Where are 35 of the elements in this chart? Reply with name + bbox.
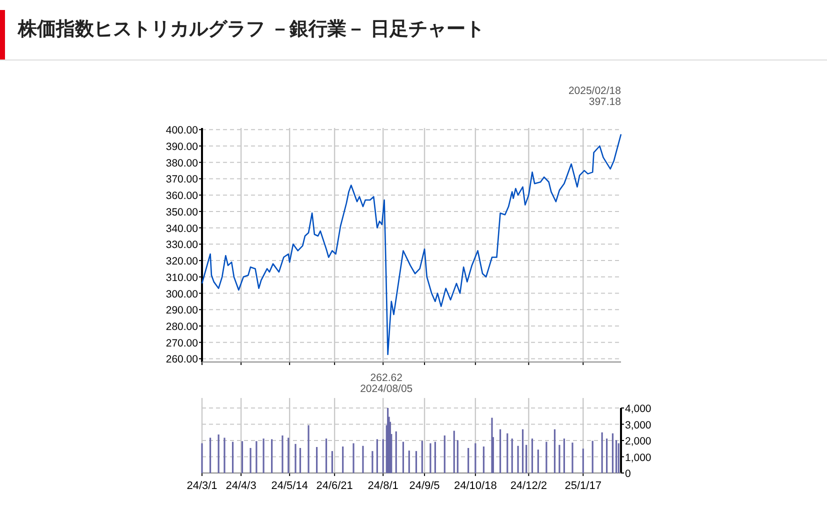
y-tick-label: 300.00 [166,288,198,300]
chart-title: 株価指数ヒストリカルグラフ －銀行業－ 日足チャート [17,18,485,40]
y-tick-label: 380.00 [166,157,198,170]
x-tick-label: 24/12/2 [510,480,548,492]
y-tick-label: 0 [625,468,631,480]
x-tick-label: 24/3/1 [186,480,218,492]
y-tick-label: 3,000 [625,419,652,432]
x-tick-label: 24/10/18 [454,480,497,492]
y-tick-label: 320.00 [166,256,198,268]
y-tick-label: 330.00 [166,239,198,252]
y-tick-label: 290.00 [166,304,198,317]
y-tick-label: 350.00 [166,206,198,218]
text: 262.62 [370,372,403,384]
y-tick-label: 270.00 [166,337,198,350]
y-tick-label: 370.00 [166,174,198,186]
x-tick-label: 24/9/5 [409,480,440,492]
x-tick-label: 25/1/17 [564,480,602,492]
x-tick-label: 24/5/14 [271,480,308,492]
y-tick-label: 360.00 [166,190,198,202]
y-tick-label: 2,000 [625,436,652,448]
text: 397.18 [588,96,622,108]
y-tick-label: 400.00 [166,124,198,137]
x-tick-label: 24/4/3 [226,480,256,492]
y-tick-label: 280.00 [166,321,198,333]
line-series [201,134,622,356]
text: 2025/02/18 [568,85,622,97]
text: 2024/08/05 [360,383,413,395]
y-tick-label: 1,000 [625,452,652,464]
x-tick-label: 24/8/1 [368,480,398,492]
y-tick-label: 340.00 [166,222,198,235]
y-tick-label: 260.00 [166,354,198,366]
y-tick-label: 310.00 [166,272,198,284]
y-tick-label: 390.00 [166,141,198,153]
y-tick-label: 4,000 [625,403,652,415]
x-tick-label: 24/6/21 [316,480,353,492]
